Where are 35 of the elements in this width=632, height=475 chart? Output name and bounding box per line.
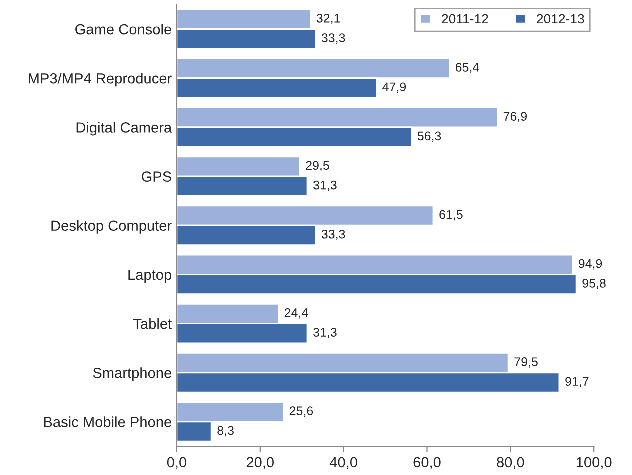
y-tick-label: Tablet	[134, 318, 172, 330]
data-label: 32,1	[316, 14, 340, 24]
y-tick-label: GPS	[142, 172, 172, 182]
x-tick-label: 60,0	[414, 457, 441, 470]
data-label: 94,9	[578, 259, 602, 270]
data-label: 95,8	[582, 279, 606, 290]
x-tick-label: 100,0	[576, 457, 612, 470]
y-tick-label: Desktop Computer	[52, 220, 172, 234]
y-tick-label: Digital Camera	[76, 122, 172, 136]
data-label: 29,5	[306, 161, 330, 172]
legend-label: 2012-13	[537, 14, 584, 24]
data-label: 25,6	[290, 406, 314, 417]
x-tick-label: 20,0	[246, 457, 274, 470]
y-tick-label: Smartphone	[93, 368, 172, 382]
data-label: 31,3	[314, 180, 337, 192]
data-label: 76,9	[504, 112, 528, 122]
x-tick-label: 0,0	[167, 457, 187, 470]
x-tick-label: 40,0	[330, 457, 358, 470]
data-label: 79,5	[514, 358, 538, 368]
y-tick-label: Game Console	[76, 24, 172, 35]
data-label: 8,3	[218, 426, 234, 437]
y-tick-label: MP3/MP4 Reproducer	[29, 73, 172, 87]
data-label: 91,7	[566, 377, 589, 388]
data-label: 24,4	[284, 308, 308, 319]
data-label: 33,3	[322, 34, 346, 44]
data-label: 33,3	[322, 230, 346, 240]
x-tick-label: 80,0	[497, 457, 524, 470]
data-label: 56,3	[418, 132, 442, 142]
y-tick-label: Basic Mobile Phone	[44, 416, 172, 428]
data-label: 65,4	[456, 63, 480, 74]
data-label: 47,9	[382, 82, 406, 94]
data-label: 31,3	[314, 328, 337, 338]
y-tick-label: Laptop	[128, 270, 172, 284]
legend-label: 2011-12	[442, 14, 488, 24]
data-label: 61,5	[440, 210, 463, 221]
